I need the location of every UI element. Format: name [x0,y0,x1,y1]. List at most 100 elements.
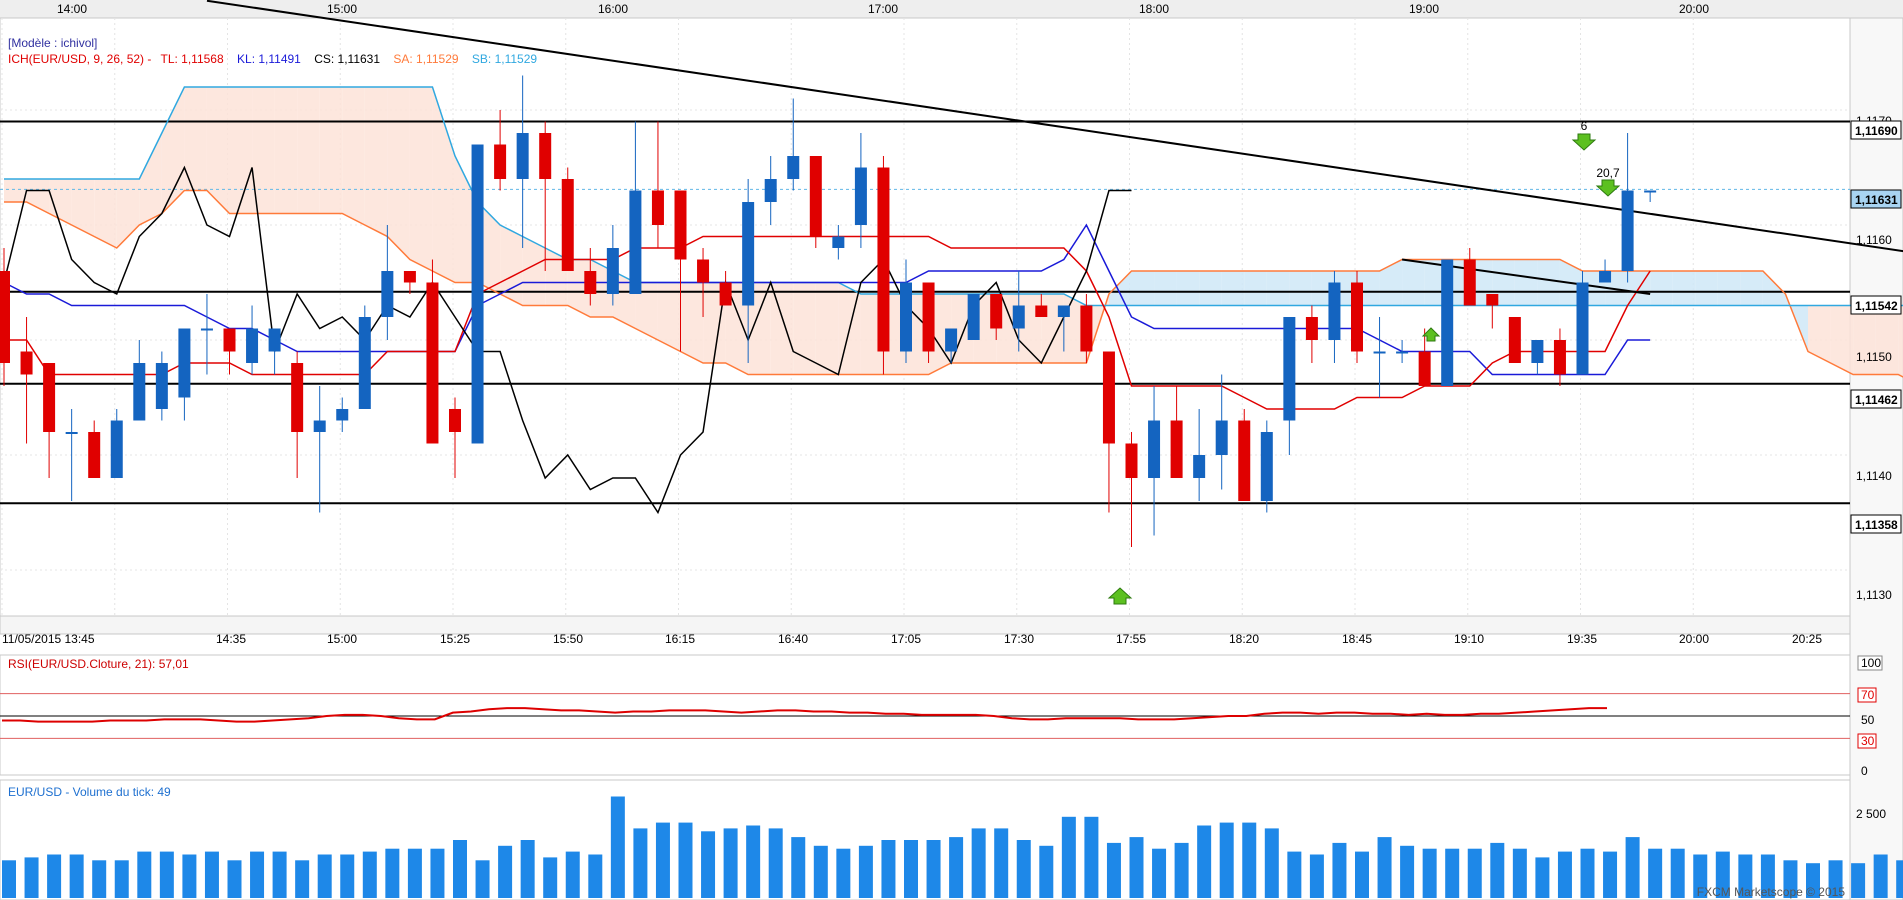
cloud-segment [94,179,117,248]
candle-body [922,282,935,352]
volume-bar [430,848,445,898]
cloud-segment [1244,271,1267,306]
cloud-segment [500,225,523,306]
volume-bar [858,845,873,898]
candle-body [1621,190,1634,271]
candle-body [381,271,394,317]
volume-bar [1355,851,1369,898]
candle-body [1148,420,1161,478]
candle-body [1193,455,1206,478]
candle-body [990,294,1003,329]
volume-bar [317,854,332,898]
cloud-segment [680,282,704,363]
bottom-time-axis: 11/05/2015 13:45 14:35 15:00 15:25 15:50… [2,632,1822,646]
volume-bar [2,860,16,898]
cloud-segment [770,282,794,375]
volume-bar [69,854,84,898]
price-scale [1849,17,1903,900]
top-axis-label: 16:00 [598,2,628,16]
volume-bar [498,845,513,898]
candle-body [1305,317,1318,340]
candle-body [516,133,529,179]
candle-body [133,363,146,421]
candle-body [43,363,56,432]
volume-bar [47,854,62,898]
candle-body [1328,282,1341,340]
volume-bar [813,845,828,898]
cloud-segment [1740,271,1763,306]
cloud-segment [139,133,162,225]
candle-body [539,133,552,179]
bottom-axis-label: 17:55 [1116,632,1146,646]
volume-bar [1738,854,1753,898]
cloud-segment [1108,271,1132,306]
cloud-segment [71,179,95,237]
candle-body [651,190,664,225]
bottom-axis-label: 16:40 [778,632,808,646]
bottom-axis-label: 15:00 [327,632,357,646]
bottom-axis-label: 18:45 [1342,632,1372,646]
annotation-label: 6 [1581,119,1588,133]
volume-bar [1828,860,1843,898]
candle-body [20,351,33,375]
volume-bar [1783,860,1798,898]
candle-body [1351,282,1363,352]
volume-bar [655,822,670,898]
candle-body [606,248,619,294]
volume-bar [971,828,986,898]
volume-bar [182,854,197,898]
candle-body [877,167,890,352]
volume-bar [385,848,400,898]
volume-bar [114,860,129,898]
sb-label: SB: 1,11529 [472,52,537,66]
rsi-tick-label: 70 [1861,688,1875,702]
volume-bar [1106,842,1121,898]
candle-body [945,328,958,352]
cloud-segment [1221,271,1245,306]
volume-bar [904,840,918,898]
volume-bar [746,825,761,898]
volume-bar [1625,837,1640,898]
bottom-axis-label: 19:35 [1567,632,1597,646]
candle-body [561,179,574,271]
candle-body [1576,282,1589,375]
candle-body [1373,351,1386,354]
candle-body [1553,340,1566,375]
cloud-segment [1898,305,1903,377]
cloud-segment [161,87,185,214]
volume-bar [1512,848,1527,898]
volume-bar [633,828,648,898]
volume-bar [250,851,265,898]
candle-body [787,156,800,179]
bottom-axis-label: 15:50 [553,632,583,646]
candle-body [403,271,416,283]
cloud-segment [1830,305,1854,375]
candle-body [674,190,687,260]
rsi-line [2,707,1607,723]
volume-bar [701,831,716,898]
down-arrow-icon [1571,133,1597,151]
candle-body [1531,340,1544,363]
top-axis-label: 18:00 [1139,2,1169,16]
candle-body [358,317,371,409]
volume-bar [1467,848,1482,898]
candle-body [1215,420,1228,455]
trendline [206,0,1903,253]
volume-bar [453,840,467,898]
candle-body [246,328,259,363]
level-labels: 1,11690 1,11631 1,11542 1,11462 1,11358 [1850,120,1902,534]
rsi-ticks: 100 70 50 30 0 [1857,655,1883,778]
volume-bar [1648,848,1663,898]
signal-markers: 6 20,7 [1107,119,1621,605]
top-axis-label: 17:00 [868,2,898,16]
cloud-segment [657,282,681,352]
candle-body [1260,432,1273,501]
volume-bar [1016,840,1031,898]
volume-bar [1219,822,1234,898]
volume-tick-label: 2 500 [1856,807,1886,821]
candle-body [1441,259,1454,386]
candle-body [832,236,845,248]
candle-body [1599,271,1612,283]
top-axis-label: 15:00 [327,2,357,16]
volume-bar [881,840,896,898]
